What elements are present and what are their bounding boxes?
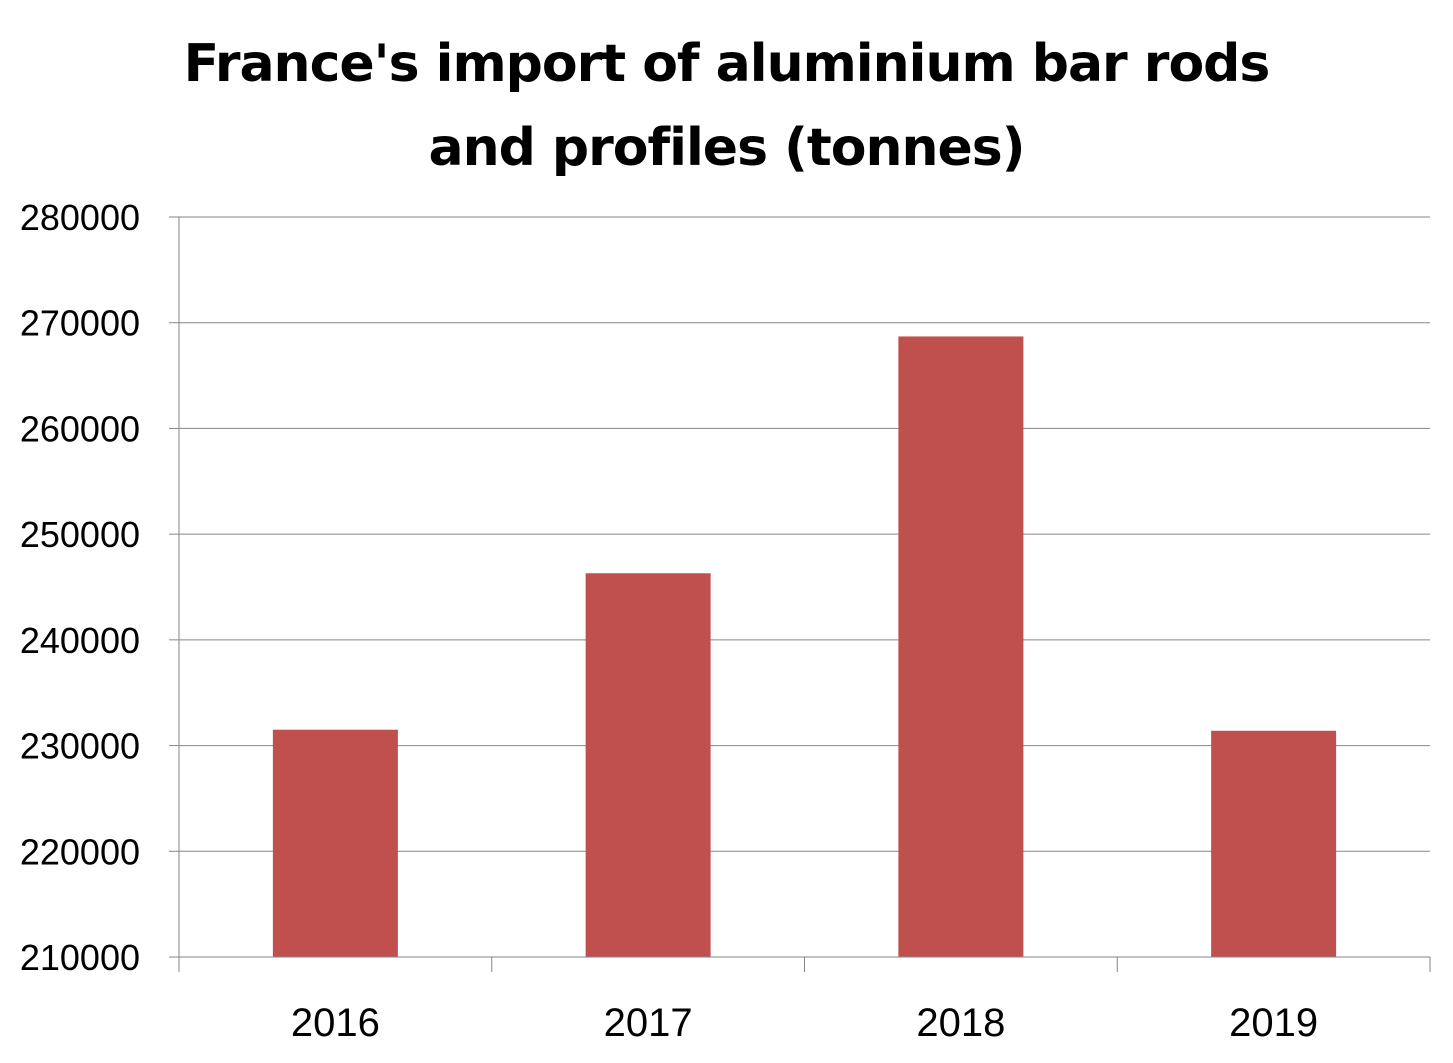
tick-labels: 210000 220000 230000 240000 250000 260000 2700… [20, 197, 1318, 1045]
bar-2017 [585, 573, 711, 957]
bar-2019 [1211, 730, 1337, 957]
y-tick-label: 260000 [20, 408, 140, 449]
chart-title-line-1: France's import of aluminium bar rods [183, 34, 1271, 94]
x-tick-label: 2018 [916, 1001, 1005, 1045]
bars [272, 336, 1337, 957]
bar-2016 [272, 729, 398, 957]
axes [169, 216, 1431, 972]
y-tick-label: 250000 [20, 514, 140, 555]
chart-title-line-2: and profiles (tonnes) [428, 118, 1026, 178]
bar-2018 [898, 336, 1024, 957]
chart-title: France's import of aluminium bar rods an… [0, 22, 1453, 190]
y-tick-label: 210000 [20, 937, 140, 978]
y-tick-label: 240000 [20, 620, 140, 661]
x-tick-label: 2016 [291, 1001, 380, 1045]
x-tick-label: 2019 [1229, 1001, 1318, 1045]
x-tick-label: 2017 [604, 1001, 693, 1045]
y-tick-label: 270000 [20, 303, 140, 344]
y-tick-label: 280000 [20, 197, 140, 238]
y-tick-label: 220000 [20, 831, 140, 872]
y-tick-label: 230000 [20, 726, 140, 767]
